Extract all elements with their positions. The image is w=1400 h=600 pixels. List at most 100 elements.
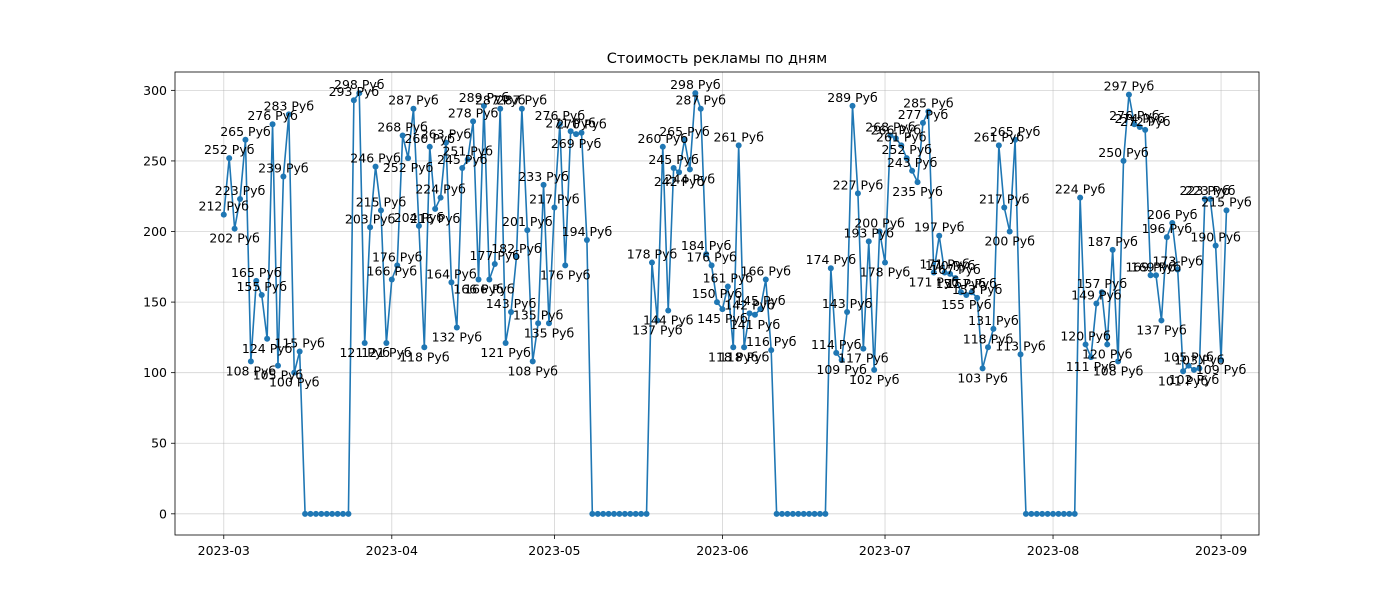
data-label: 167 Руб: [930, 262, 981, 277]
data-label: 102 Руб: [1169, 372, 1220, 387]
data-label: 135 Руб: [524, 325, 575, 340]
data-label: 246 Руб: [350, 151, 401, 166]
data-point: [789, 510, 796, 517]
data-point: [1022, 510, 1029, 517]
data-label: 131 Руб: [968, 313, 1019, 328]
data-point: [220, 211, 227, 218]
data-label: 287 Руб: [388, 93, 439, 108]
data-point: [638, 510, 645, 517]
data-label: 206 Руб: [1147, 207, 1198, 222]
data-point: [1147, 272, 1154, 279]
data-point: [1190, 366, 1197, 373]
data-label: 260 Руб: [404, 131, 455, 146]
data-point: [1158, 317, 1165, 324]
data-label: 171 Руб: [909, 274, 960, 289]
data-label: 155 Руб: [941, 297, 992, 312]
data-label: 113 Руб: [995, 338, 1046, 353]
data-point: [367, 224, 374, 231]
data-point: [226, 155, 233, 162]
data-point: [768, 347, 775, 354]
data-point: [242, 136, 249, 143]
data-point: [388, 276, 395, 283]
data-point: [865, 238, 872, 245]
data-point: [844, 308, 851, 315]
data-point: [751, 311, 758, 318]
data-label: 217 Руб: [979, 192, 1030, 207]
data-label: 212 Руб: [199, 199, 250, 214]
data-point: [508, 308, 515, 315]
data-label: 289 Руб: [827, 90, 878, 105]
data-point: [524, 227, 531, 234]
data-point: [459, 164, 466, 171]
y-tick-label: 0: [159, 506, 167, 521]
data-point: [399, 132, 406, 139]
data-point: [947, 270, 954, 277]
data-point: [1071, 510, 1078, 517]
data-label: 118 Руб: [719, 349, 770, 364]
data-point: [583, 236, 590, 243]
data-point: [545, 320, 552, 327]
data-label: 170 Руб: [925, 258, 976, 273]
data-point: [974, 294, 981, 301]
data-point: [453, 324, 460, 331]
data-point: [979, 365, 986, 372]
data-label: 187 Руб: [1087, 234, 1138, 249]
data-point: [589, 510, 596, 517]
data-point: [1136, 124, 1143, 131]
data-point: [1098, 289, 1105, 296]
data-point: [800, 510, 807, 517]
data-point: [806, 510, 813, 517]
data-point: [697, 105, 704, 112]
data-point: [876, 228, 883, 235]
data-label: 102 Руб: [849, 372, 900, 387]
data-label: 265 Руб: [990, 124, 1041, 139]
data-label: 145 Руб: [697, 311, 748, 326]
data-point: [1169, 220, 1176, 227]
data-label: 272 Руб: [1120, 114, 1171, 129]
data-point: [1104, 341, 1111, 348]
data-point: [957, 289, 964, 296]
data-label: 115 Руб: [274, 335, 325, 350]
data-point: [627, 510, 634, 517]
data-label: 224 Руб: [1055, 182, 1106, 197]
data-point: [784, 510, 791, 517]
data-label: 260 Руб: [638, 131, 689, 146]
y-tick-label: 50: [151, 436, 167, 451]
data-point: [529, 358, 536, 365]
data-point: [1185, 362, 1192, 369]
data-label: 245 Руб: [648, 152, 699, 167]
data-point: [497, 105, 504, 112]
data-label: 239 Руб: [258, 160, 309, 175]
data-label: 215 Руб: [356, 194, 407, 209]
data-point: [681, 136, 688, 143]
data-point: [616, 510, 623, 517]
data-point: [361, 340, 368, 347]
data-label: 285 Руб: [903, 96, 954, 111]
data-label: 276 Руб: [1109, 108, 1160, 123]
data-label: 242 Руб: [654, 174, 705, 189]
data-label: 200 Руб: [984, 234, 1035, 249]
data-label: 108 Руб: [1093, 363, 1144, 378]
x-tick-label: 2023-07: [859, 543, 911, 558]
data-point: [253, 277, 260, 284]
data-point: [334, 510, 341, 517]
data-label: 193 Руб: [844, 225, 895, 240]
data-label: 124 Руб: [242, 341, 293, 356]
data-point: [491, 260, 498, 267]
data-point: [1180, 368, 1187, 375]
data-label: 283 Руб: [264, 98, 315, 113]
data-point: [887, 132, 894, 139]
data-label: 171 Руб: [919, 256, 970, 271]
data-label: 270 Руб: [556, 117, 607, 132]
data-series: [220, 90, 1230, 517]
data-label: 297 Руб: [1104, 79, 1155, 94]
data-label: 155 Руб: [236, 279, 287, 294]
data-label: 190 Руб: [1190, 230, 1241, 245]
data-point: [377, 207, 384, 214]
data-point: [1174, 266, 1181, 273]
data-point: [1082, 341, 1089, 348]
data-label: 277 Руб: [898, 107, 949, 122]
data-point: [350, 97, 357, 104]
data-label: 268 Руб: [377, 120, 428, 135]
data-label: 153 Руб: [952, 282, 1003, 297]
